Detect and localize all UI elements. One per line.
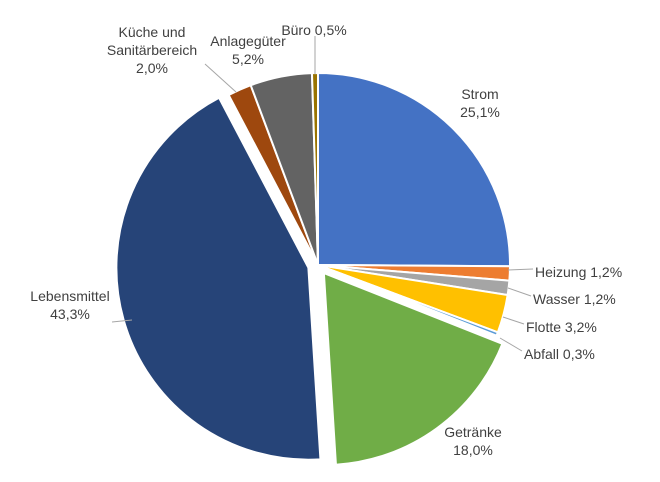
data-label-heizung: Heizung 1,2%	[535, 264, 622, 280]
data-label-line: 2,0%	[136, 60, 168, 76]
leader-line-lebensmittel	[111, 319, 133, 323]
leader-line-wasser	[507, 287, 532, 297]
leader-line-abfall	[499, 337, 523, 352]
data-label-line: 5,2%	[232, 51, 264, 67]
data-label-line: 43,3%	[50, 306, 90, 322]
data-label-line: Sanitärbereich	[107, 42, 197, 58]
data-label-wasser: Wasser 1,2%	[533, 291, 616, 307]
data-label-line: Anlagegüter	[210, 33, 286, 49]
slice-lebensmittel	[115, 96, 322, 461]
data-label-strom: Strom 25,1%	[460, 86, 500, 120]
data-label-line: Getränke	[444, 424, 502, 440]
data-label-line: 18,0%	[453, 442, 493, 458]
leader-line-kueche-und-sanitaerbereich	[204, 63, 237, 93]
pie-slices	[115, 71, 512, 466]
data-label-anlagegueter: Anlagegüter 5,2%	[210, 33, 286, 67]
data-labels: Strom 25,1% Heizung 1,2% Wasser 1,2% Flotte …	[30, 22, 622, 458]
data-label-line: Heizung 1,2%	[535, 264, 622, 280]
data-label-line: Küche und	[119, 24, 186, 40]
data-label-line: Wasser 1,2%	[533, 291, 616, 307]
data-label-kueche-und-sanitaerbereich: Küche und Sanitärbereich 2,0%	[107, 24, 197, 76]
data-label-line: Strom	[461, 86, 498, 102]
leader-line-flotte	[502, 316, 525, 325]
data-label-abfall: Abfall 0,3%	[524, 346, 595, 362]
data-label-line: Büro 0,5%	[281, 22, 346, 38]
data-label-lebensmittel: Lebensmittel 43,3%	[30, 288, 109, 322]
data-label-getraenke: Getränke 18,0%	[444, 424, 502, 458]
data-label-line: Abfall 0,3%	[524, 346, 595, 362]
data-label-line: Lebensmittel	[30, 288, 109, 304]
slice-getraenke	[322, 271, 504, 466]
data-label-buero: Büro 0,5%	[281, 22, 346, 38]
data-label-line: 25,1%	[460, 104, 500, 120]
slice-abfall	[317, 264, 500, 337]
data-label-flotte: Flotte 3,2%	[526, 319, 597, 335]
slice-strom	[317, 71, 511, 268]
data-label-line: Flotte 3,2%	[526, 319, 597, 335]
leader-line-heizung	[507, 268, 534, 271]
leader-lines	[111, 36, 534, 352]
